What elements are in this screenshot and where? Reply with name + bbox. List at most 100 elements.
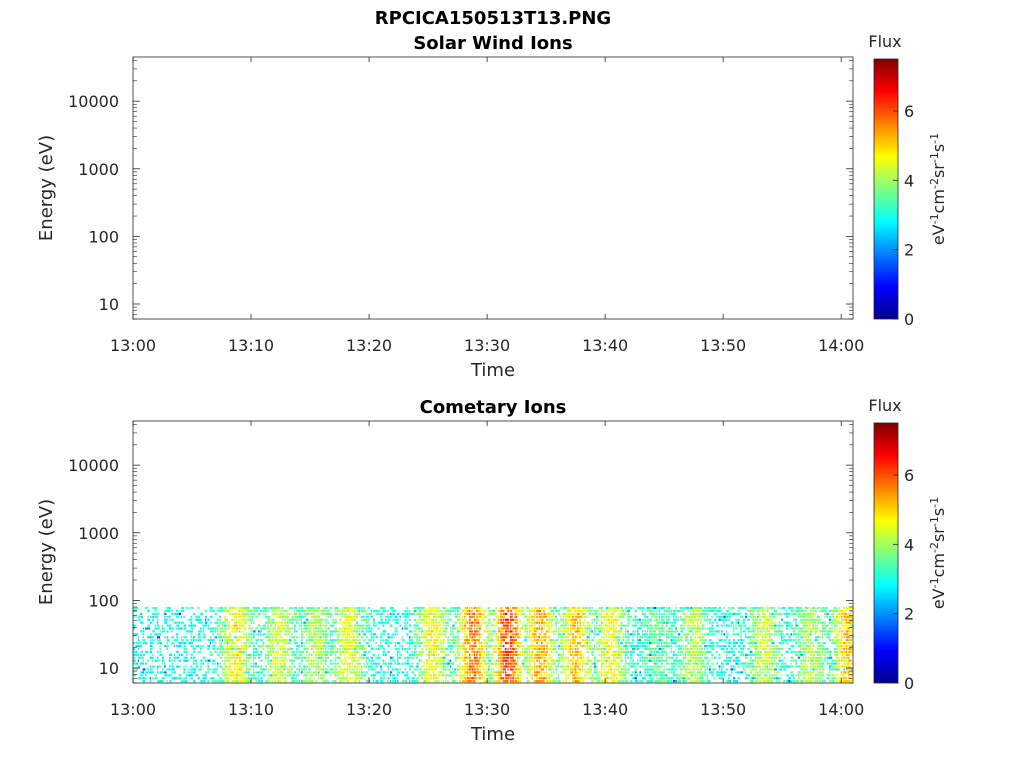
- heatmap-cell: [754, 659, 756, 662]
- heatmap-cell: [737, 677, 740, 680]
- heatmap-cell: [665, 656, 669, 659]
- heatmap-cell: [711, 609, 715, 613]
- heatmap-cell: [567, 668, 569, 671]
- heatmap-cell: [572, 662, 574, 665]
- heatmap-cell: [404, 668, 407, 671]
- heatmap-cell: [677, 639, 681, 642]
- heatmap-cell: [622, 636, 624, 639]
- heatmap-cell: [329, 650, 333, 654]
- heatmap-cell: [289, 606, 291, 610]
- heatmap-cell: [233, 665, 236, 668]
- heatmap-cell: [737, 662, 740, 665]
- heatmap-cell: [572, 665, 576, 668]
- heatmap-cell: [209, 650, 212, 654]
- heatmap-cell: [610, 671, 612, 674]
- heatmap-cell: [245, 653, 249, 656]
- heatmap-cell: [469, 612, 471, 615]
- heatmap-cell: [553, 639, 556, 642]
- heatmap-cell: [519, 612, 522, 615]
- heatmap-cell: [190, 653, 194, 656]
- heatmap-cell: [591, 618, 594, 621]
- heatmap-cell: [380, 668, 383, 671]
- heatmap-cell: [245, 677, 249, 680]
- heatmap-cell: [613, 644, 615, 648]
- heatmap-cell: [185, 647, 188, 651]
- heatmap-cell: [509, 615, 513, 618]
- heatmap-cell: [217, 674, 220, 677]
- heatmap-cell: [661, 618, 664, 621]
- heatmap-cell: [598, 633, 601, 636]
- heatmap-cell: [428, 633, 431, 636]
- heatmap-cell: [718, 656, 721, 659]
- heatmap-cell: [641, 650, 644, 654]
- heatmap-cell: [317, 621, 320, 624]
- heatmap-cell: [709, 627, 712, 630]
- heatmap-cell: [543, 662, 545, 665]
- heatmap-cell: [670, 650, 672, 654]
- heatmap-cell: [725, 624, 728, 627]
- heatmap-cell: [598, 612, 601, 615]
- heatmap-cell: [562, 680, 565, 683]
- heatmap-cell: [601, 621, 603, 624]
- heatmap-cell: [673, 630, 677, 633]
- heatmap-cell: [488, 668, 490, 671]
- heatmap-cell: [697, 612, 699, 615]
- heatmap-cell: [392, 633, 394, 636]
- heatmap-cell: [421, 636, 424, 639]
- heatmap-cell: [190, 633, 193, 636]
- heatmap-cell: [644, 674, 648, 677]
- heatmap-cell: [229, 665, 232, 668]
- heatmap-cell: [291, 677, 294, 680]
- heatmap-cell: [641, 621, 644, 624]
- heatmap-cell: [675, 618, 678, 621]
- heatmap-cell: [682, 680, 686, 683]
- heatmap-cell: [183, 680, 187, 683]
- heatmap-cell: [171, 662, 174, 665]
- heatmap-cell: [586, 639, 589, 642]
- heatmap-cell: [555, 677, 558, 680]
- heatmap-cell: [757, 621, 760, 624]
- heatmap-cell: [406, 647, 409, 651]
- heatmap-cell: [389, 671, 392, 674]
- heatmap-cell: [193, 659, 197, 662]
- heatmap-cell: [397, 662, 401, 665]
- heatmap-cell: [464, 642, 467, 645]
- heatmap-cell: [733, 653, 736, 656]
- heatmap-cell: [771, 665, 775, 668]
- heatmap-cell: [274, 677, 276, 680]
- heatmap-cell: [308, 653, 310, 656]
- heatmap-cell: [569, 639, 572, 642]
- heatmap-cell: [668, 612, 670, 615]
- heatmap-cell: [435, 627, 439, 630]
- heatmap-cell: [332, 668, 335, 671]
- heatmap-cell: [692, 606, 695, 610]
- heatmap-cell: [579, 665, 581, 668]
- heatmap-cell: [248, 627, 250, 630]
- heatmap-cell: [459, 644, 462, 648]
- heatmap-cell: [764, 618, 768, 621]
- heatmap-cell: [769, 659, 772, 662]
- heatmap-cell: [615, 650, 619, 654]
- heatmap-cell: [627, 639, 630, 642]
- heatmap-cell: [699, 677, 703, 680]
- heatmap-cell: [315, 644, 318, 648]
- heatmap-cell: [550, 680, 554, 683]
- heatmap-cell: [277, 644, 279, 648]
- heatmap-cell: [478, 627, 481, 630]
- heatmap-cell: [183, 659, 187, 662]
- heatmap-cell: [464, 627, 466, 630]
- heatmap-cell: [509, 606, 512, 610]
- heatmap-cell: [692, 671, 695, 674]
- heatmap-cell: [373, 618, 376, 621]
- heatmap-cell: [310, 647, 314, 651]
- heatmap-cell: [241, 662, 245, 665]
- heatmap-cell: [771, 659, 773, 662]
- heatmap-cell: [334, 609, 337, 613]
- heatmap-cell: [461, 644, 465, 648]
- heatmap-cell: [149, 633, 153, 636]
- heatmap-cell: [428, 653, 431, 656]
- heatmap-cell: [428, 656, 431, 659]
- heatmap-cell: [495, 659, 498, 662]
- heatmap-cell: [277, 627, 281, 630]
- heatmap-cell: [341, 639, 345, 642]
